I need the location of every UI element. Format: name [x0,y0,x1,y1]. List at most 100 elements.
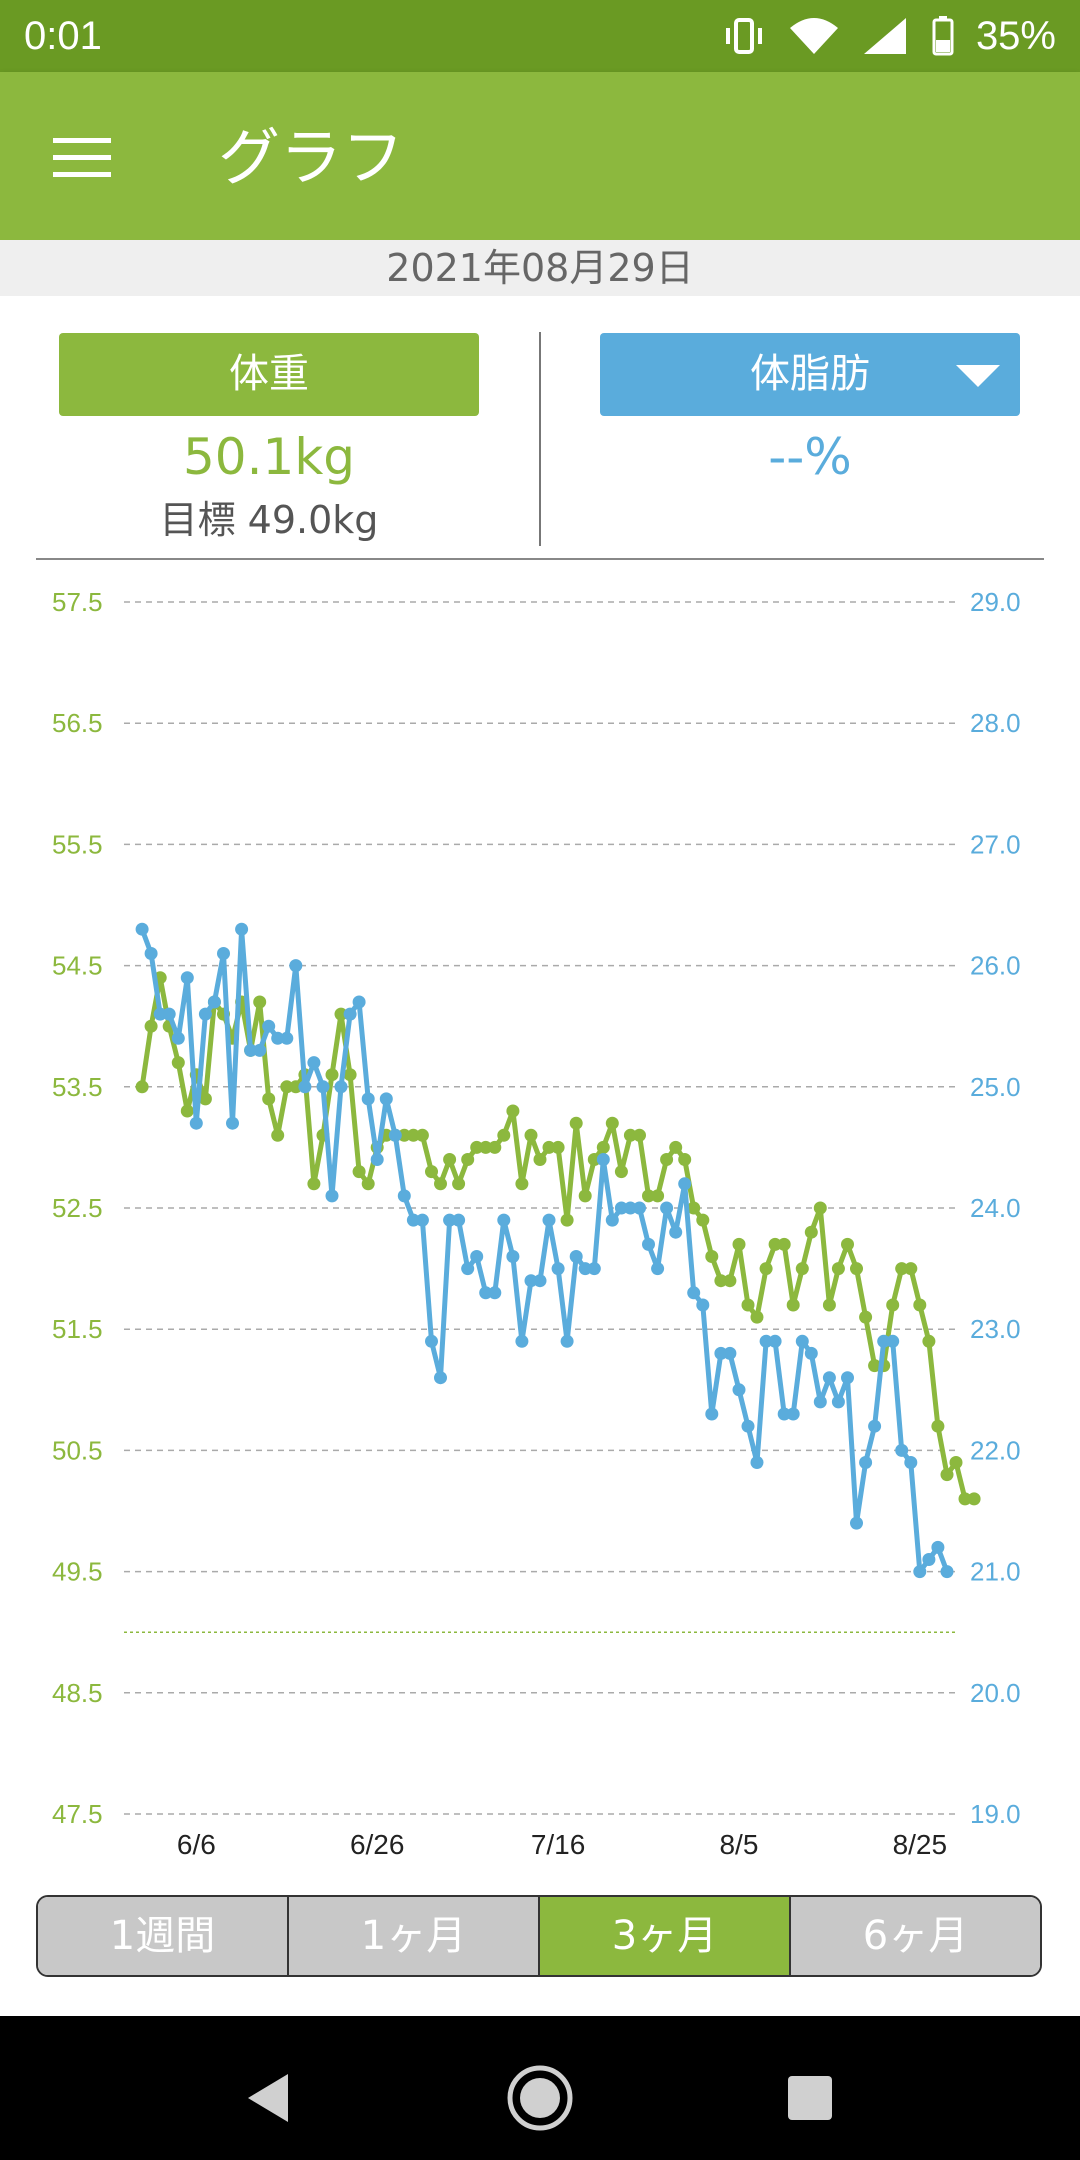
status-bar: 0:01 35% [0,0,1080,72]
body-fat-point [741,1419,755,1433]
weight-point [515,1177,529,1191]
weight-point [415,1128,429,1142]
weight-point [488,1140,502,1154]
back-triangle-icon [248,2074,288,2122]
weight-point [732,1237,746,1251]
body-fat-point [307,1056,321,1070]
body-fat-point [217,947,230,960]
body-fat-point [804,1346,818,1360]
body-fat-point [813,1395,827,1409]
app-bar: グラフ [0,72,1080,240]
weight-point [669,1140,683,1154]
body-fat-point [886,1334,900,1348]
weight-point [623,1128,637,1142]
tab-6-months[interactable]: 6ヶ月 [791,1897,1040,1975]
body-fat-point [361,1092,375,1106]
weight-point [289,1080,303,1094]
body-fat-point [298,1080,312,1094]
weight-point [895,1262,909,1276]
chart-top-divider [36,558,1044,560]
signal-icon [863,18,906,54]
body-fat-point [714,1346,728,1360]
page-title: グラフ [218,121,405,194]
body-fat-point [144,947,158,960]
y-right-tick-label: 22.0 [970,1435,1021,1465]
x-tick-label: 8/5 [719,1829,758,1860]
body-fat-point [153,1007,167,1021]
weight-point [958,1492,972,1506]
tab-1-week[interactable]: 1週間 [38,1897,289,1975]
y-right-tick-label: 26.0 [970,951,1021,981]
body-fat-point [415,1213,429,1227]
y-left-tick-label: 47.5 [52,1799,103,1829]
body-fat-point [623,1201,637,1215]
body-fat-point [931,1540,945,1554]
body-fat-point [497,1213,511,1227]
period-tabs: 1週間 1ヶ月 3ヶ月 6ヶ月 [36,1895,1042,1977]
battery-icon [932,16,954,56]
body-fat-point [723,1346,737,1360]
menu-button[interactable] [40,116,124,200]
body-fat-point [587,1262,601,1276]
y-right-tick-label: 21.0 [970,1557,1021,1587]
tab-3-months[interactable]: 3ヶ月 [540,1897,791,1975]
body-fat-point [316,1080,330,1094]
vibrate-icon [725,18,762,54]
body-fat-point [488,1286,502,1300]
home-circle-icon [507,2065,573,2131]
body-fat-point [614,1201,628,1215]
body-fat-point [325,1189,339,1203]
weight-point [850,1262,863,1276]
back-button[interactable] [228,2058,308,2138]
body-fat-point [461,1262,475,1276]
weight-point [406,1128,420,1142]
body-fat-point [244,1043,258,1057]
weight-point [144,1019,158,1033]
weight-point [904,1262,918,1276]
triangle-down-icon [956,365,1000,387]
weight-point [180,1104,194,1118]
hamburger-menu-icon [53,138,111,177]
weight-point [940,1468,954,1482]
body-fat-point [777,1407,791,1421]
body-fat-point [189,1116,203,1130]
body-fat-point [795,1334,809,1348]
weight-point [542,1140,556,1154]
body-fat-point [135,922,149,936]
body-fat-point [705,1407,719,1421]
weight-point [596,1140,610,1154]
body-fat-point [515,1334,529,1348]
body-fat-point [841,1371,854,1385]
weight-point [497,1128,511,1142]
weight-point [560,1213,574,1227]
x-tick-label: 6/26 [350,1829,405,1860]
weight-point [723,1274,737,1288]
weight-point [949,1456,963,1469]
status-time: 0:01 [24,14,102,58]
weight-point [443,1153,457,1166]
y-left-tick-label: 57.5 [52,587,103,617]
y-right-tick-label: 29.0 [970,587,1021,617]
body-fat-point [542,1213,556,1227]
recents-button[interactable] [770,2058,850,2138]
weight-point [397,1128,411,1142]
home-button[interactable] [500,2058,580,2138]
weight-point [705,1250,719,1263]
body-fat-dropdown[interactable]: 体脂肪 [600,333,1020,416]
body-fat-point [940,1565,954,1579]
weight-button[interactable]: 体重 [59,333,479,416]
date-label: 2021年08月29日 [0,240,1080,296]
body-fat-point [578,1262,592,1276]
tab-1-month[interactable]: 1ヶ月 [289,1897,540,1975]
system-nav-bar [0,2016,1080,2160]
weight-point [886,1298,900,1312]
body-fat-point [171,1031,185,1045]
y-right-tick-label: 19.0 [970,1799,1021,1829]
body-fat-point [524,1274,538,1288]
body-fat-point [352,995,366,1009]
weight-point [533,1153,547,1166]
y-right-tick-label: 23.0 [970,1314,1021,1344]
weight-point [461,1153,475,1166]
body-fat-point [551,1262,565,1276]
weight-point [470,1140,484,1154]
